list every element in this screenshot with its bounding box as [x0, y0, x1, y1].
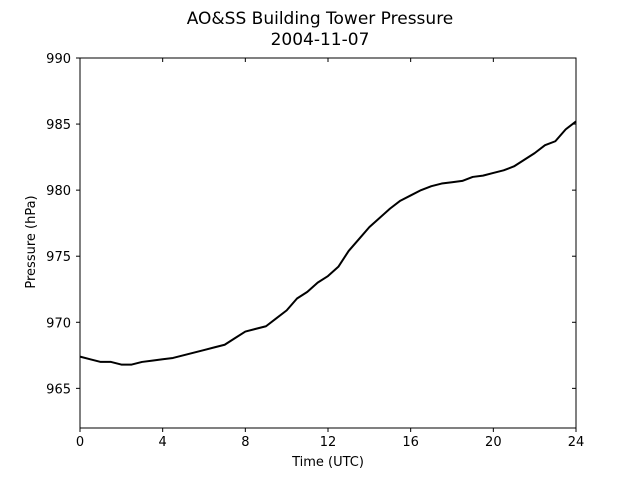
x-tick-label: 24 — [568, 435, 585, 450]
y-tick-label: 985 — [46, 118, 71, 133]
y-tick-label: 990 — [46, 52, 71, 67]
chart-title: AO&SS Building Tower Pressure — [187, 9, 454, 29]
x-tick-label: 12 — [320, 435, 337, 450]
y-tick-label: 970 — [46, 316, 71, 331]
y-tick-label: 975 — [46, 250, 71, 265]
x-tick-label: 8 — [241, 435, 249, 450]
x-tick-label: 0 — [76, 435, 84, 450]
x-axis-label: Time (UTC) — [291, 455, 364, 470]
chart-subtitle: 2004-11-07 — [271, 30, 370, 50]
x-tick-label: 20 — [485, 435, 502, 450]
series-line-0 — [79, 120, 577, 366]
y-tick-label: 965 — [46, 382, 71, 397]
y-axis-label: Pressure (hPa) — [24, 195, 39, 288]
y-tick-label: 980 — [46, 184, 71, 199]
plot-frame — [79, 57, 577, 429]
x-tick-label: 4 — [159, 435, 167, 450]
x-tick-label: 16 — [402, 435, 419, 450]
plot-area: 0 4 8 12 16 20 24 965 970 975 980 985 990 — [46, 52, 584, 450]
